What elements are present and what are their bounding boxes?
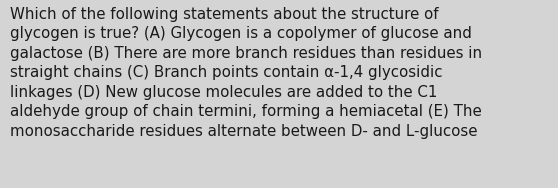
Text: Which of the following statements about the structure of
glycogen is true? (A) G: Which of the following statements about … (10, 7, 482, 139)
